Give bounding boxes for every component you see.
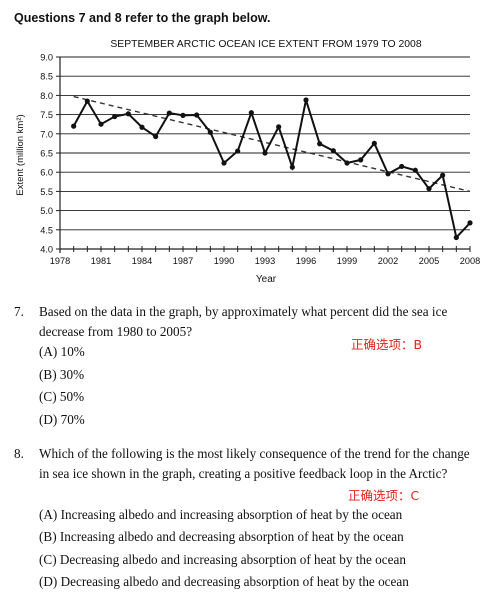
- question-8: 8. Which of the following is the most li…: [14, 444, 484, 504]
- question-7-stem: Based on the data in the graph, by appro…: [39, 304, 448, 339]
- x-tick-label: 1996: [296, 256, 316, 266]
- y-tick-label: 9.0: [40, 53, 53, 63]
- data-point: [453, 234, 459, 241]
- data-point: [276, 124, 282, 130]
- x-tick-label: 1987: [173, 256, 193, 266]
- chart-tick-labels: 4.0 4.5 5.0 5.5 6.0 6.5 7.0 7.5 8.0 8.5 9.0 1978 198…: [40, 53, 480, 267]
- question-8-option-a[interactable]: (A) Increasing albedo and increasing abs…: [39, 507, 403, 522]
- trend-line: [73, 95, 471, 193]
- x-tick-label: 1984: [132, 256, 152, 266]
- data-point: [440, 172, 446, 178]
- data-point: [207, 129, 213, 135]
- data-point: [344, 160, 350, 166]
- data-point: [358, 157, 364, 163]
- x-tick-label: 1993: [255, 256, 275, 266]
- data-point: [289, 164, 295, 170]
- question-8-number: 8.: [14, 446, 24, 461]
- x-tick-label: 2005: [419, 256, 439, 266]
- chart-axes: [56, 56, 471, 253]
- question-8-option-d[interactable]: (D) Decreasing albedo and decreasing abs…: [39, 574, 409, 589]
- question-8-answer-note: 正确选项：C: [348, 488, 420, 503]
- data-point: [180, 112, 186, 118]
- x-tick-label: 1981: [91, 256, 111, 266]
- question-8-stem: Which of the following is the most likel…: [39, 446, 470, 481]
- x-tick-label: 2002: [378, 256, 398, 266]
- data-point: [262, 150, 268, 156]
- question-7-option-d[interactable]: (D) 70%: [39, 412, 85, 427]
- data-point: [235, 148, 241, 154]
- chart-points: [71, 97, 473, 241]
- x-tick-label: 2008: [460, 256, 480, 266]
- data-point: [166, 110, 172, 116]
- y-tick-label: 6.0: [40, 168, 53, 178]
- question-7-option-a[interactable]: (A) 10%: [39, 344, 85, 359]
- y-tick-label: 7.0: [40, 129, 53, 139]
- y-tick-label: 5.0: [40, 206, 53, 216]
- question-7-number: 7.: [14, 304, 24, 319]
- question-7-option-b[interactable]: (B) 30%: [39, 367, 85, 382]
- y-tick-label: 4.0: [40, 245, 53, 255]
- question-8-option-c[interactable]: (C) Decreasing albedo and increasing abs…: [39, 552, 406, 567]
- data-point: [125, 111, 131, 117]
- data-point: [139, 124, 145, 130]
- data-point: [399, 163, 405, 170]
- x-tick-label: 1978: [50, 256, 70, 266]
- data-point: [194, 112, 200, 118]
- y-axis-label: Extent (million km²): [15, 114, 26, 195]
- data-point: [248, 110, 254, 116]
- data-point: [330, 148, 336, 154]
- y-tick-label: 8.0: [40, 91, 53, 101]
- x-axis-label: Year: [256, 274, 277, 285]
- x-tick-label: 1990: [214, 256, 234, 266]
- y-tick-label: 4.5: [40, 225, 53, 235]
- data-point: [98, 121, 104, 127]
- question-7: 7. Based on the data in the graph, by ap…: [14, 302, 484, 342]
- data-point: [84, 98, 90, 104]
- series-line: [72, 99, 471, 240]
- question-7-answer-note: 正确选项：B: [351, 337, 423, 352]
- data-point: [371, 140, 377, 146]
- y-tick-label: 7.5: [40, 110, 53, 120]
- section-heading: Questions 7 and 8 refer to the graph bel…: [14, 11, 271, 25]
- data-point: [112, 113, 118, 120]
- question-8-option-b[interactable]: (B) Increasing albedo and decreasing abs…: [39, 529, 404, 544]
- y-tick-label: 8.5: [40, 72, 53, 82]
- data-point: [317, 141, 323, 147]
- sea-ice-chart: SEPTEMBER ARCTIC OCEAN ICE EXTENT FROM 1…: [15, 39, 480, 285]
- y-tick-label: 6.5: [40, 149, 53, 159]
- x-tick-label: 1999: [337, 256, 357, 266]
- chart-title: SEPTEMBER ARCTIC OCEAN ICE EXTENT FROM 1…: [110, 39, 421, 50]
- data-point: [153, 133, 159, 140]
- data-point: [71, 123, 77, 129]
- data-point: [221, 160, 227, 166]
- data-point: [412, 167, 418, 173]
- question-7-option-c[interactable]: (C) 50%: [39, 389, 85, 404]
- data-point: [303, 97, 309, 103]
- data-point: [426, 186, 432, 192]
- y-tick-label: 5.5: [40, 187, 53, 197]
- data-point: [467, 220, 473, 226]
- data-point: [385, 171, 391, 177]
